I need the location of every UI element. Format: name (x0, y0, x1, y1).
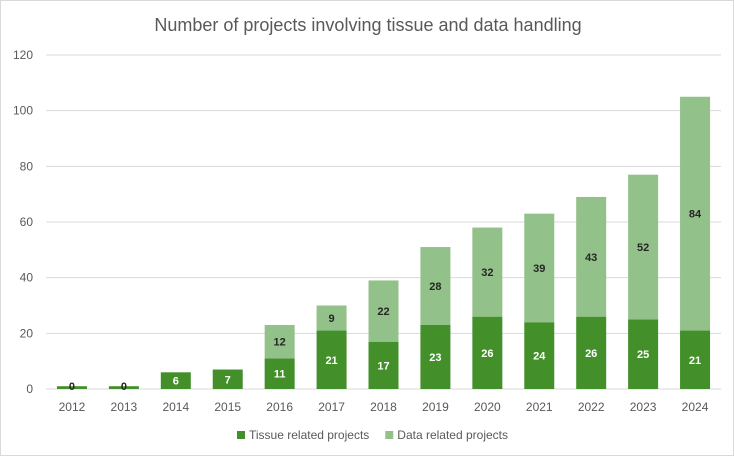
data-label: 9 (329, 313, 335, 325)
x-tick-label: 2020 (474, 400, 501, 414)
x-tick-label: 2012 (59, 400, 86, 414)
data-label: 84 (689, 209, 702, 221)
y-tick-label: 80 (20, 159, 34, 173)
data-label: 7 (225, 374, 231, 386)
bar-tissue (212, 369, 243, 389)
data-label: 26 (585, 348, 597, 360)
x-tick-label: 2014 (162, 400, 189, 414)
data-label: 12 (274, 337, 286, 349)
data-label: 21 (325, 355, 337, 367)
y-tick-label: 100 (13, 104, 33, 118)
data-labels: 0 0 6 7 11 12 21 9 17 22 23 28 26 32 24 39 26 43 25 52 21 84 (69, 209, 702, 394)
bar-tissue (576, 316, 607, 389)
x-tick-label: 2024 (682, 400, 709, 414)
x-tick-label: 2015 (214, 400, 241, 414)
x-tick-label: 2017 (318, 400, 345, 414)
bar-data (264, 324, 295, 359)
data-label: 22 (377, 306, 389, 318)
y-tick-label: 60 (20, 215, 34, 229)
y-tick-label: 20 (20, 326, 34, 340)
data-label: 43 (585, 252, 597, 264)
bar-tissue (368, 341, 399, 389)
legend-label: Tissue related projects (249, 428, 369, 442)
data-label: 0 (121, 381, 127, 393)
bar-tissue (108, 386, 139, 389)
gridlines (46, 54, 721, 390)
data-label: 26 (481, 348, 493, 360)
chart-title: Number of projects involving tissue and … (154, 15, 581, 35)
x-tick-label: 2016 (266, 400, 293, 414)
bar-tissue (472, 316, 503, 389)
legend-swatch (385, 431, 394, 439)
data-label: 21 (689, 355, 701, 367)
data-label: 28 (429, 281, 441, 293)
x-axis-ticks: 2012 2013 2014 2015 2016 2017 2018 2019 2020 2021… (59, 400, 709, 414)
bar-tissue (56, 386, 87, 389)
y-tick-label: 0 (26, 382, 33, 396)
x-tick-label: 2018 (370, 400, 397, 414)
y-tick-label: 120 (13, 48, 33, 62)
x-tick-label: 2019 (422, 400, 449, 414)
data-label: 52 (637, 242, 649, 254)
legend: Tissue related projects Data related proj… (237, 428, 508, 442)
bar-tissue (628, 319, 659, 389)
bar-data (524, 213, 555, 323)
legend-swatch (237, 431, 245, 439)
bar-data (420, 247, 451, 325)
y-tick-label: 40 (20, 271, 34, 285)
bar-tissue (316, 330, 347, 389)
bar-tissue (524, 322, 555, 389)
bar-tissue (680, 330, 711, 389)
data-label: 0 (69, 381, 75, 393)
legend-label: Data related projects (397, 428, 508, 442)
data-label: 32 (481, 267, 493, 279)
bar-data (316, 305, 347, 331)
x-tick-label: 2023 (630, 400, 657, 414)
data-label: 11 (274, 369, 286, 381)
bar-data (628, 174, 659, 320)
bar-tissue (264, 358, 295, 389)
bar-tissue (160, 372, 191, 389)
bar-data (368, 280, 399, 342)
x-tick-label: 2021 (526, 400, 553, 414)
data-label: 23 (429, 352, 441, 364)
data-label: 6 (173, 376, 179, 388)
data-label: 17 (377, 360, 389, 372)
x-tick-label: 2013 (111, 400, 138, 414)
x-tick-label: 2022 (578, 400, 605, 414)
bar-data (472, 227, 503, 317)
data-label: 39 (533, 263, 545, 275)
data-label: 24 (533, 351, 546, 363)
bar-data (576, 196, 607, 317)
data-label: 25 (637, 349, 649, 361)
bar-tissue (420, 324, 451, 389)
bars (56, 96, 711, 389)
y-axis-ticks: 0 20 40 60 80 100 120 (13, 48, 33, 396)
bar-data (680, 96, 711, 331)
